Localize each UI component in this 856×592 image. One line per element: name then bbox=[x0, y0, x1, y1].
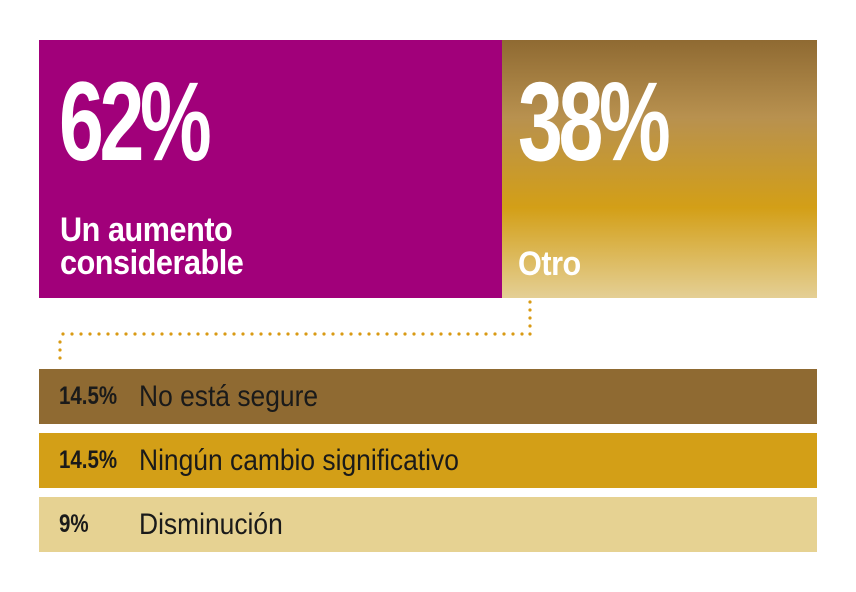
connector-dot bbox=[358, 332, 362, 336]
connector-dot bbox=[528, 332, 532, 336]
breakdown-label: No está segure bbox=[139, 379, 319, 413]
connector-dot bbox=[196, 332, 200, 336]
connector-dot bbox=[528, 324, 532, 328]
connector-dot bbox=[97, 332, 101, 336]
connector-dot bbox=[331, 332, 335, 336]
connector-dot bbox=[268, 332, 272, 336]
connector-dot bbox=[520, 332, 524, 336]
connector-dot bbox=[232, 332, 236, 336]
connector-dot bbox=[457, 332, 461, 336]
connector-dot bbox=[313, 332, 317, 336]
connector-dot bbox=[58, 356, 62, 360]
connector-dot bbox=[484, 332, 488, 336]
connector-dot bbox=[205, 332, 209, 336]
connector-dot bbox=[241, 332, 245, 336]
connector-dot bbox=[421, 332, 425, 336]
connector-dot bbox=[394, 332, 398, 336]
connector-dot bbox=[502, 332, 506, 336]
connector-dot bbox=[259, 332, 263, 336]
connector-dot bbox=[430, 332, 434, 336]
connector-dot bbox=[528, 316, 532, 320]
connector-dot bbox=[367, 332, 371, 336]
connector-dot bbox=[88, 332, 92, 336]
connector-dots bbox=[58, 300, 532, 360]
connector-dot bbox=[178, 332, 182, 336]
connector-dot bbox=[214, 332, 218, 336]
main-share-label: Un aumento considerable bbox=[60, 211, 244, 282]
breakdown-value: 9% bbox=[59, 510, 89, 538]
connector-dot bbox=[58, 348, 62, 352]
connector-dot bbox=[511, 332, 515, 336]
breakdown-label: Ningún cambio significativo bbox=[139, 443, 459, 477]
connector-dot bbox=[106, 332, 110, 336]
connector-dot bbox=[142, 332, 146, 336]
connector-dot bbox=[493, 332, 497, 336]
connector-dot bbox=[169, 332, 173, 336]
connector-dot bbox=[70, 332, 74, 336]
main-share-value: 62% bbox=[59, 59, 212, 184]
connector-dot bbox=[304, 332, 308, 336]
connector-dot bbox=[115, 332, 119, 336]
breakdown-bar-no-change: 14.5% Ningún cambio significativo bbox=[39, 433, 817, 488]
connector-dot bbox=[385, 332, 389, 336]
other-share-value: 38% bbox=[518, 59, 671, 184]
connector-dot bbox=[286, 332, 290, 336]
connector-dot bbox=[439, 332, 443, 336]
other-share-label: Otro bbox=[518, 245, 581, 283]
breakdown-bar-not-sure: 14.5% No está segure bbox=[39, 369, 817, 424]
connector-dot bbox=[349, 332, 353, 336]
other-share-bar: 38% Otro bbox=[502, 40, 817, 298]
connector-dot bbox=[412, 332, 416, 336]
connector-dot bbox=[528, 308, 532, 312]
connector-dot bbox=[58, 340, 62, 344]
connector-dot bbox=[376, 332, 380, 336]
connector-dot bbox=[340, 332, 344, 336]
connector-dot bbox=[124, 332, 128, 336]
connector-dot bbox=[322, 332, 326, 336]
breakdown-value: 14.5% bbox=[59, 382, 118, 410]
connector-dot bbox=[79, 332, 83, 336]
connector-dot bbox=[187, 332, 191, 336]
breakdown-bar-decrease: 9% Disminución bbox=[39, 497, 817, 552]
breakdown-value: 14.5% bbox=[59, 446, 118, 474]
connector-dot bbox=[295, 332, 299, 336]
connector-dot bbox=[151, 332, 155, 336]
connector-dot bbox=[250, 332, 254, 336]
connector-dot bbox=[403, 332, 407, 336]
connector-dot bbox=[528, 300, 532, 304]
connector-dot bbox=[475, 332, 479, 336]
connector-dot bbox=[61, 332, 65, 336]
connector-dot bbox=[160, 332, 164, 336]
connector-dot bbox=[223, 332, 227, 336]
connector-dot bbox=[448, 332, 452, 336]
connector-dot bbox=[133, 332, 137, 336]
connector-dot bbox=[277, 332, 281, 336]
breakdown-label: Disminución bbox=[139, 507, 283, 541]
main-share-bar: 62% Un aumento considerable bbox=[39, 40, 502, 298]
connector-dot bbox=[466, 332, 470, 336]
